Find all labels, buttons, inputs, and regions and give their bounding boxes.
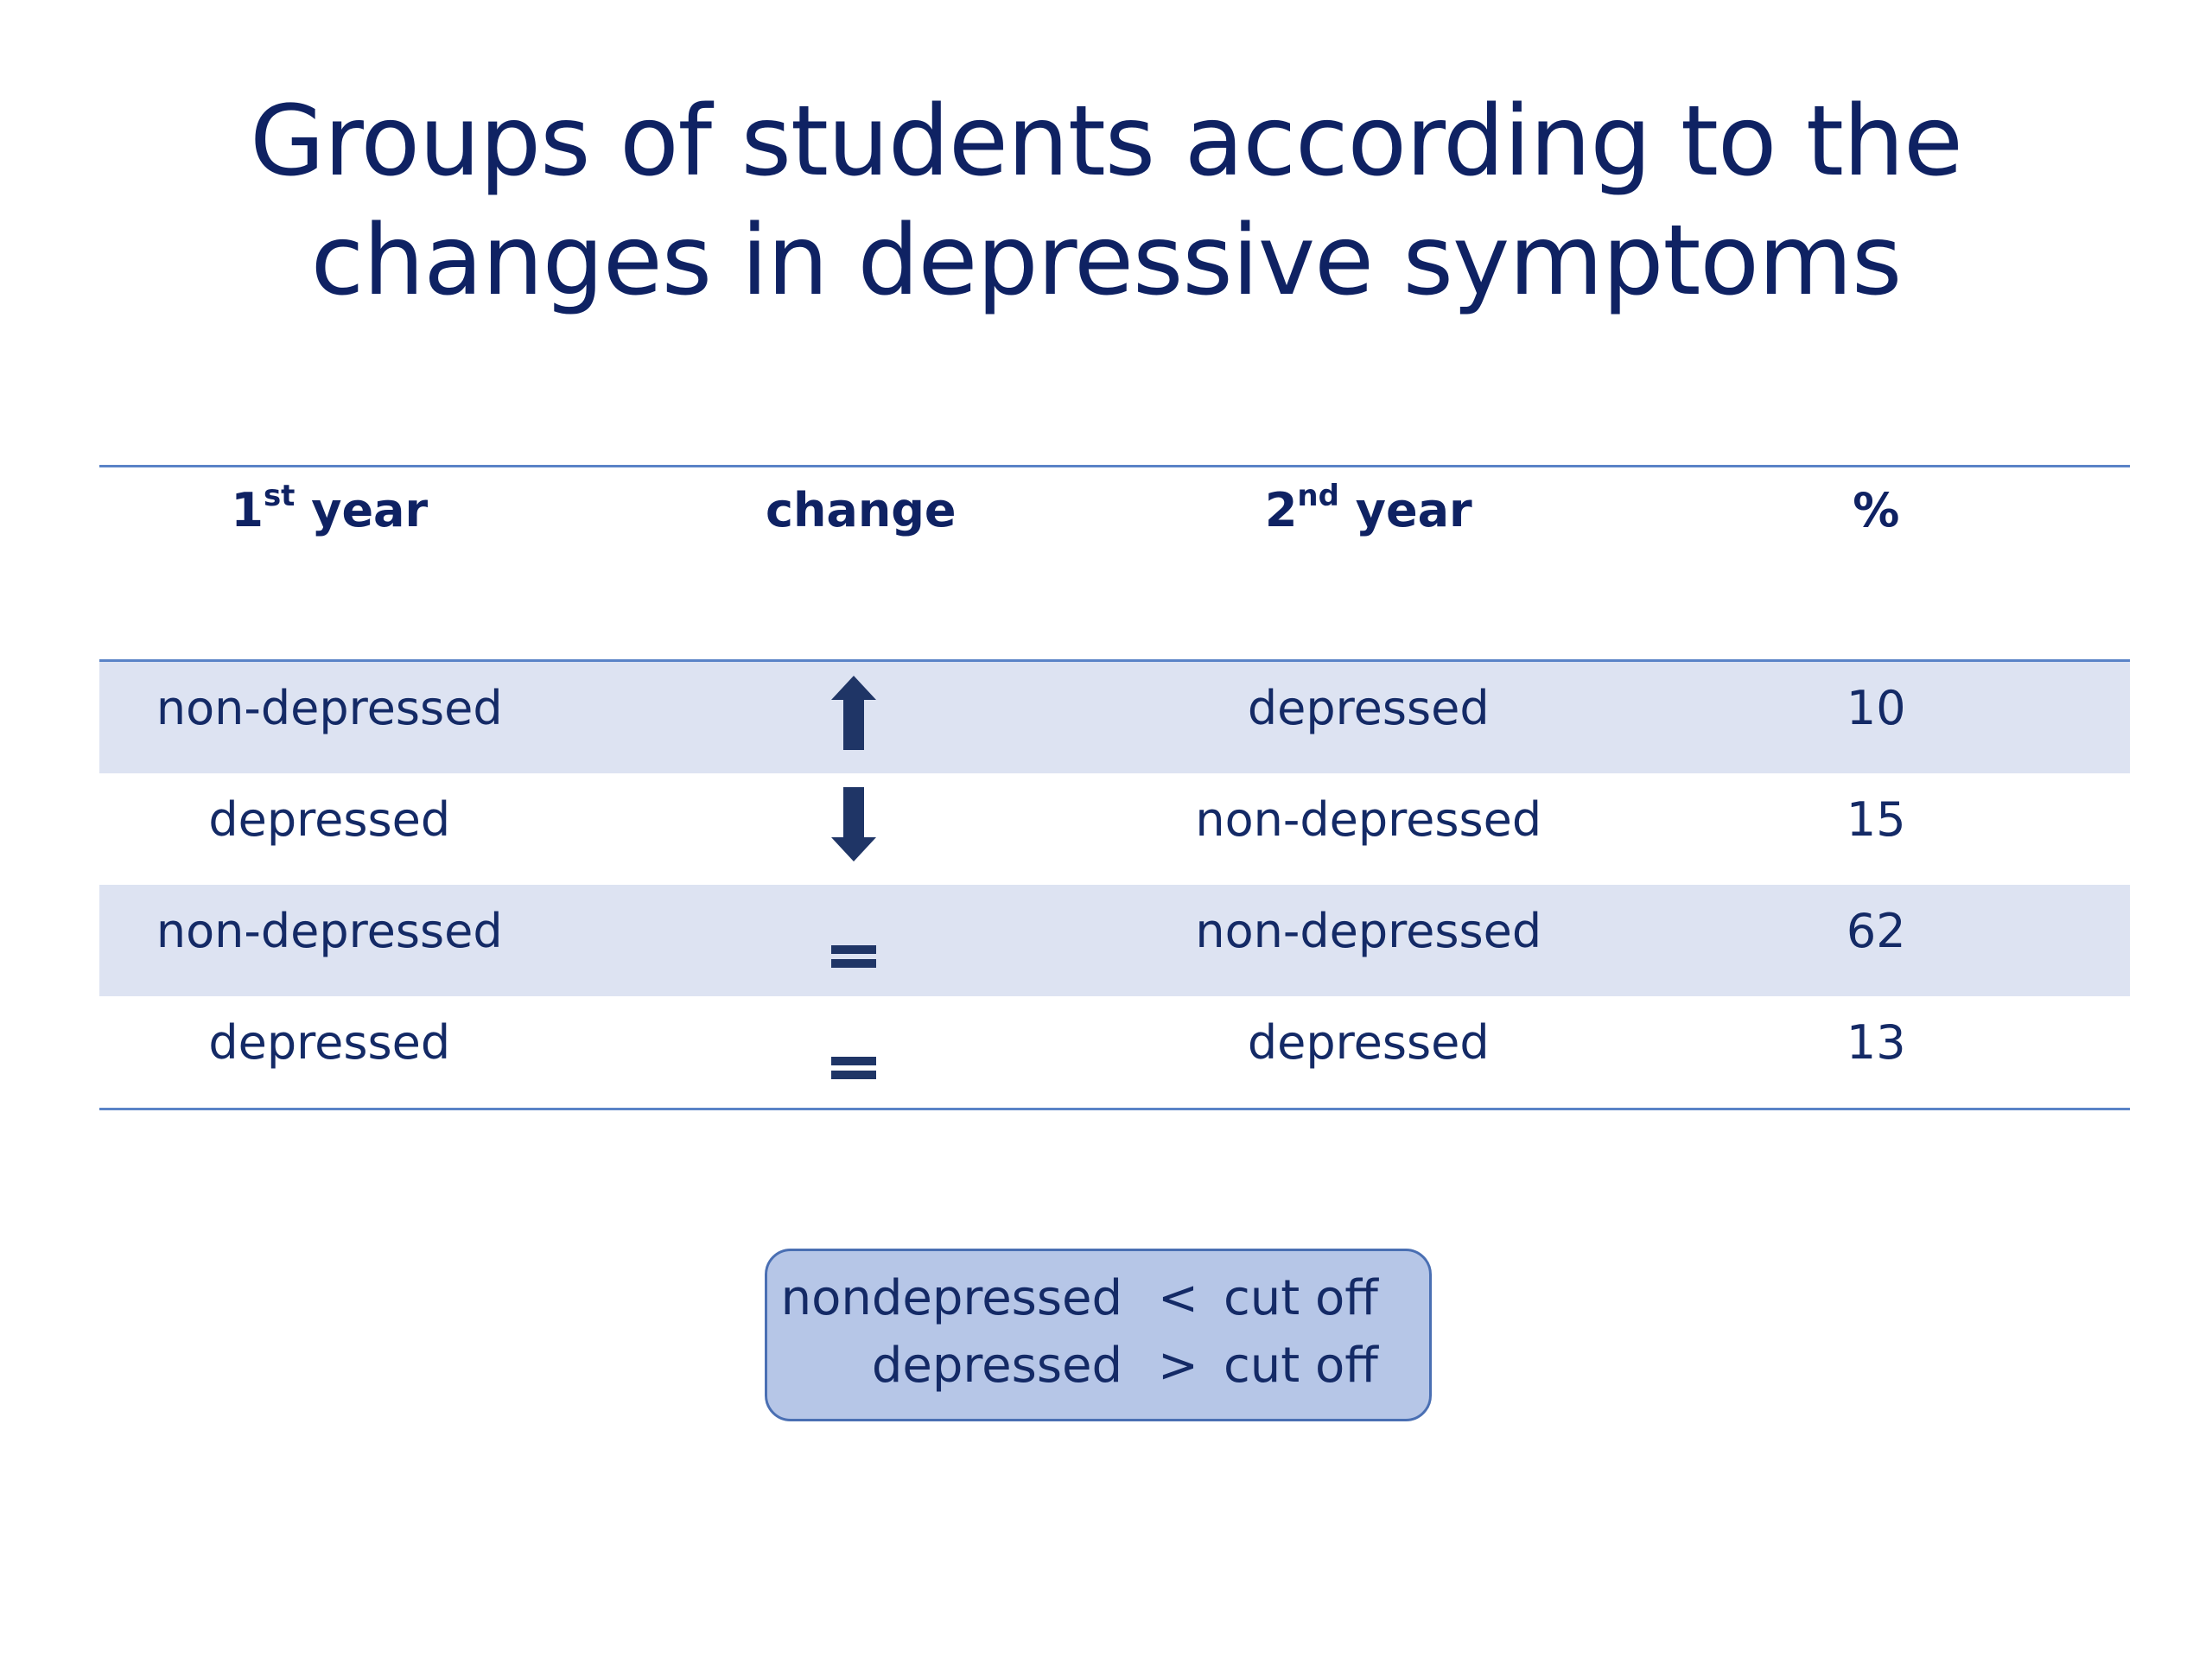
header-second-year-suffix: nd bbox=[1297, 479, 1339, 513]
table-row: non-depressed non-depressed 62 bbox=[99, 885, 2130, 996]
cell-change bbox=[607, 998, 1116, 1087]
legend-line-depressed: depressed > cut off bbox=[767, 1338, 1429, 1398]
header-percent-label: % bbox=[1853, 483, 1900, 537]
arrow-up-icon bbox=[819, 674, 888, 752]
legend-cutoff: cut off bbox=[1224, 1270, 1378, 1326]
cutoff-legend-box: nondepressed < cut off depressed > cut o… bbox=[765, 1249, 1432, 1421]
header-second-year-number: 2 bbox=[1264, 483, 1298, 537]
cell-change bbox=[607, 775, 1116, 864]
cell-first-year: depressed bbox=[208, 1015, 451, 1070]
header-first-year-label: year bbox=[295, 483, 429, 537]
cell-percent: 10 bbox=[1846, 681, 1906, 735]
header-change-label: change bbox=[765, 483, 957, 537]
cell-percent: 15 bbox=[1846, 792, 1906, 847]
table-row: depressed depressed 13 bbox=[99, 996, 2130, 1108]
equals-icon bbox=[819, 1008, 888, 1086]
header-percent: % bbox=[1623, 483, 2131, 659]
page-title-line-2: changes in depressive symptoms bbox=[310, 205, 1903, 317]
page-title: Groups of students according to the chan… bbox=[0, 82, 2212, 321]
cell-first-year: depressed bbox=[208, 792, 451, 847]
header-second-year-label: year bbox=[1338, 483, 1472, 537]
legend-cutoff: cut off bbox=[1224, 1338, 1378, 1394]
header-first-year-suffix: st bbox=[263, 479, 296, 513]
cell-second-year: non-depressed bbox=[1195, 904, 1542, 958]
page-title-line-1: Groups of students according to the bbox=[250, 86, 1963, 198]
table-header-row: 1st year change 2nd year % bbox=[99, 467, 2130, 659]
legend-line-nondepressed: nondepressed < cut off bbox=[767, 1270, 1429, 1331]
cell-first-year: non-depressed bbox=[156, 904, 503, 958]
cell-second-year: depressed bbox=[1247, 1015, 1490, 1070]
table-bottom-rule bbox=[99, 1108, 2130, 1110]
legend-term: nondepressed bbox=[780, 1270, 1122, 1326]
cell-change bbox=[607, 664, 1116, 753]
table-top-rule bbox=[99, 465, 2130, 467]
table-row: non-depressed depressed 10 bbox=[99, 662, 2130, 773]
table-header-rule bbox=[99, 659, 2130, 662]
cell-percent: 62 bbox=[1846, 904, 1906, 958]
cell-second-year: depressed bbox=[1247, 681, 1490, 735]
arrow-down-icon bbox=[819, 785, 888, 863]
cell-percent: 13 bbox=[1846, 1015, 1906, 1070]
legend-term: depressed bbox=[871, 1338, 1122, 1394]
cell-second-year: non-depressed bbox=[1195, 792, 1542, 847]
equals-icon bbox=[819, 897, 888, 975]
legend-operator: > bbox=[1158, 1338, 1198, 1394]
legend-operator: < bbox=[1158, 1270, 1198, 1326]
groups-table: 1st year change 2nd year % non-depressed… bbox=[99, 465, 2130, 1110]
header-change: change bbox=[607, 483, 1116, 659]
header-first-year-number: 1 bbox=[231, 483, 264, 537]
header-second-year: 2nd year bbox=[1115, 481, 1623, 659]
table-row: depressed non-depressed 15 bbox=[99, 773, 2130, 885]
header-first-year: 1st year bbox=[99, 481, 607, 659]
cell-first-year: non-depressed bbox=[156, 681, 503, 735]
cell-change bbox=[607, 887, 1116, 976]
